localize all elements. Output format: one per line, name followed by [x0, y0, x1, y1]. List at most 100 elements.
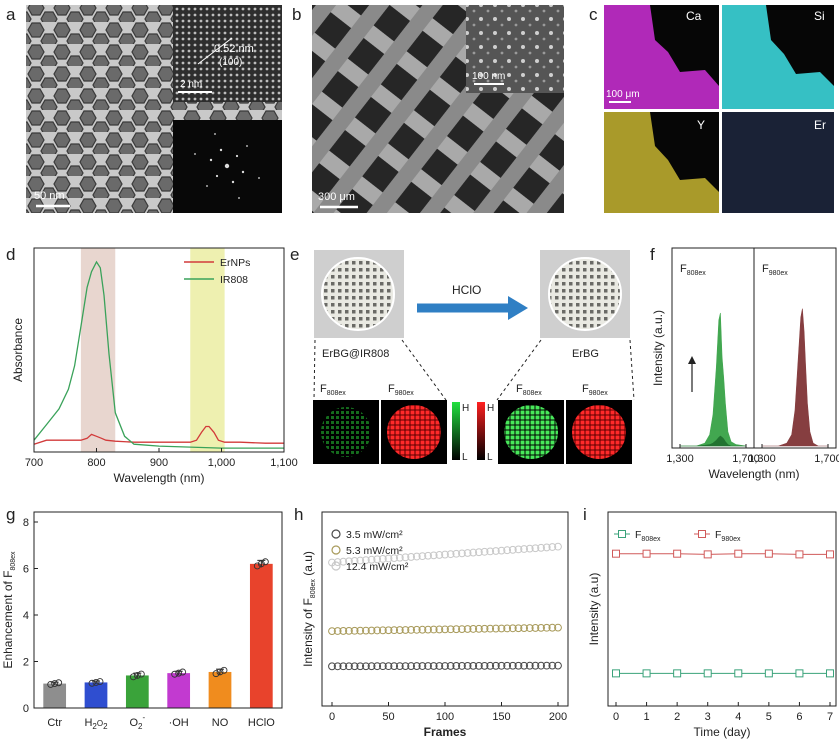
point-h-0-55 [390, 662, 399, 671]
map-label-ca: Ca [686, 9, 702, 23]
point-h-1-15 [345, 626, 353, 635]
x-tick-label-i-6: 6 [796, 711, 802, 723]
plot-frame-i [607, 511, 837, 707]
x-tick-label-i-5: 5 [766, 711, 772, 723]
category-label-2: O2- [129, 713, 145, 731]
panel-c: c Ca Si Y Er 100 μm [589, 5, 834, 213]
panel-i-stability-chart: i F808ex F980ex 0 1 2 3 4 5 6 7 Time (day) Intensit… [583, 505, 837, 739]
point-h-2-135 [480, 547, 489, 556]
point-h-0-160 [508, 661, 517, 670]
y-tick-label-g-4: 8 [23, 517, 29, 529]
lattice-plane: (100) [219, 57, 242, 68]
eds-map-er [722, 112, 834, 213]
point-h-0-190 [542, 661, 551, 670]
marker-i-0-1 [642, 669, 651, 678]
x-tick-label-d-4: 1,100 [270, 457, 298, 469]
data-point-0-1 [51, 680, 59, 688]
point-h-2-10 [339, 557, 348, 566]
x-axis-label-h: Frames [424, 725, 467, 739]
colorbar-high-red: H [487, 403, 494, 414]
point-h-0-0 [328, 662, 336, 671]
point-h-0-100 [441, 662, 449, 670]
scale-bar-label-b: 300 μm [318, 191, 355, 203]
point-h-2-125 [469, 548, 478, 557]
point-h-1-125 [469, 625, 478, 633]
marker-i-0-7 [826, 669, 834, 678]
point-h-2-175 [525, 544, 534, 553]
panel-label-b: b [292, 5, 301, 24]
x-tick-label-d-2: 900 [150, 457, 168, 469]
legend-label-ernps: ErNPs [220, 257, 250, 269]
panel-label-a: a [6, 5, 16, 24]
panel-label-g: g [6, 505, 15, 524]
x-tick-label-h-4: 200 [549, 711, 567, 723]
marker-i-1-1 [642, 549, 651, 558]
y-axis-label-h: Intensity of F808ex (a.u) [301, 551, 317, 667]
point-h-2-185 [537, 543, 545, 552]
bar-5 [249, 563, 273, 708]
data-point-3-1 [175, 669, 183, 677]
panel-a: a 0.52 nm (100) 2 nm 50 nm [6, 5, 282, 213]
point-h-2-120 [463, 549, 472, 557]
scale-bar-label-c: 100 μm [606, 89, 640, 100]
marker-i-0-2 [673, 669, 682, 678]
point-h-2-165 [514, 545, 523, 554]
point-h-1-200 [554, 623, 562, 632]
panel-d-absorbance-chart: d 700 800 900 1,000 1,100 Wavelength (nm) Abso… [6, 245, 298, 485]
y-axis-label-f: Intensity (a.u.) [651, 310, 665, 386]
legend-marker-i-1 [698, 530, 706, 538]
point-h-0-30 [362, 662, 370, 671]
point-h-0-25 [356, 662, 365, 671]
marker-i-0-0 [612, 669, 620, 678]
data-point-3-2 [179, 668, 187, 676]
y-tick-label-g-3: 6 [23, 564, 29, 576]
point-h-2-70 [407, 553, 416, 561]
map-label-si: Si [814, 9, 825, 23]
data-point-5-0 [253, 562, 261, 570]
point-h-0-85 [424, 662, 432, 670]
panel-label-h: h [294, 505, 303, 524]
data-point-2-2 [137, 670, 145, 678]
panel-h-photostability-chart: h 3.5 mW/cm² 5.3 mW/cm² 12.4 mW/cm² 0 50 100 1… [294, 505, 569, 739]
marker-i-0-4 [734, 669, 743, 678]
category-label-1: H2O2 [84, 717, 108, 731]
point-h-0-175 [525, 661, 534, 670]
legend-marker-i-0 [618, 530, 626, 538]
point-h-2-100 [441, 550, 449, 559]
bar-3 [167, 673, 191, 708]
highlight-band-1 [190, 248, 225, 452]
x-tick-label-d-3: 1,000 [208, 457, 236, 469]
data-point-0-2 [55, 679, 63, 687]
point-h-1-195 [548, 623, 557, 632]
legend-marker-h-0 [331, 529, 341, 539]
point-h-1-160 [508, 624, 517, 633]
data-point-4-0 [212, 670, 220, 678]
x-tick-label-i-0: 0 [613, 711, 619, 723]
data-point-3-0 [171, 670, 179, 678]
point-h-1-130 [475, 624, 483, 633]
point-h-1-115 [458, 625, 466, 633]
point-h-2-55 [390, 554, 399, 563]
lattice-spacing: 0.52 nm [214, 43, 254, 55]
point-h-1-70 [407, 625, 416, 634]
map-label-y: Y [697, 118, 705, 132]
point-h-1-145 [491, 624, 500, 633]
x-tick-label-i-3: 3 [705, 711, 711, 723]
point-h-1-140 [486, 624, 495, 633]
x-tick-label-i-1: 1 [644, 711, 650, 723]
plot-frame-h [321, 511, 569, 707]
spectrum-1-0 [762, 308, 828, 447]
red-colorbar [477, 402, 485, 460]
point-h-1-80 [418, 625, 427, 634]
bar-2 [125, 675, 149, 708]
point-h-1-100 [441, 625, 449, 634]
data-point-5-1 [257, 560, 265, 568]
panel-g-enhancement-chart: g 0 2 4 6 8 Ctr H2O2 O2- ·OH NO HClO Enhancement of… [1, 505, 283, 731]
panel-label-i: i [583, 505, 587, 524]
arrow-right-icon [508, 296, 528, 320]
point-h-1-165 [514, 624, 523, 633]
x-tick-label-h-3: 150 [492, 711, 510, 723]
point-h-0-50 [384, 662, 393, 671]
point-h-0-145 [491, 661, 500, 670]
